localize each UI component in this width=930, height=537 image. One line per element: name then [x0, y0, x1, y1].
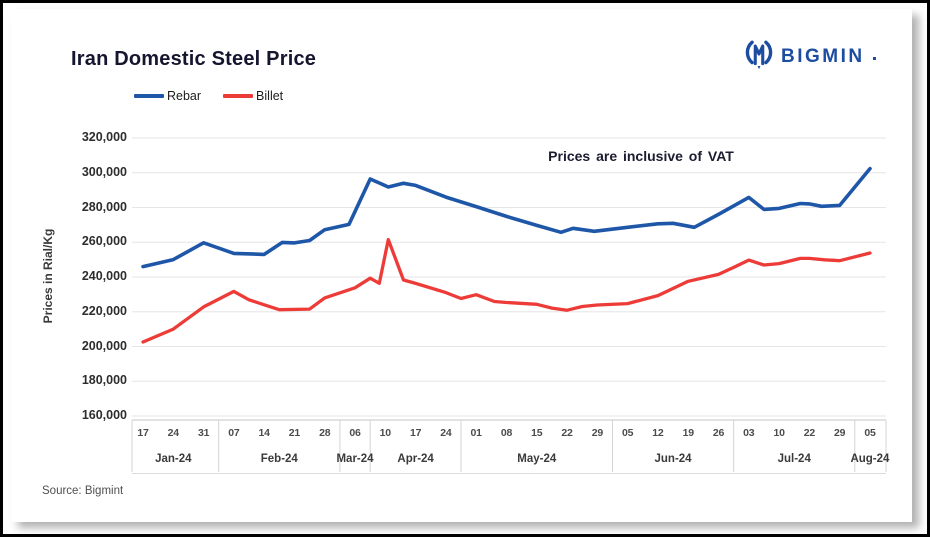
x-month-label: Jan-24 [155, 453, 192, 465]
x-day-label: 24 [440, 427, 452, 439]
x-day-label: 03 [743, 427, 755, 439]
legend-item-rebar: Rebar [134, 89, 201, 103]
x-day-label: 21 [288, 427, 301, 439]
rebar-line [141, 166, 872, 269]
x-day-label: 31 [197, 427, 210, 439]
x-month-label: Apr-24 [397, 453, 434, 465]
page-title: Iran Domestic Steel Price [71, 48, 317, 70]
rebar-label: Rebar [167, 89, 202, 103]
y-tick-label: 200,000 [81, 338, 127, 353]
x-day-label: 06 [349, 427, 361, 439]
x-day-label: 17 [409, 427, 422, 439]
x-day-label: 22 [561, 427, 573, 439]
y-axis-title: Prices in Rial/Kg [41, 228, 55, 324]
source-note: Source: Bigmint [42, 485, 124, 497]
x-day-label: 10 [773, 427, 785, 439]
x-day-label: 05 [864, 427, 876, 439]
x-day-label: 26 [712, 427, 725, 439]
gridlines [132, 137, 886, 474]
x-day-label: 22 [803, 427, 816, 439]
y-tick-label: 180,000 [81, 373, 127, 388]
y-tick-label: 280,000 [81, 199, 127, 214]
brand-logo: BIGMIN [744, 38, 876, 75]
x-month-label: Aug-24 [850, 453, 890, 465]
trademark-dot [872, 56, 876, 60]
x-month-label: May-24 [517, 453, 557, 465]
legend-item-billet: Billet [223, 89, 283, 103]
billet-label: Billet [256, 89, 284, 103]
x-day-label: 08 [500, 427, 513, 439]
y-tick-label: 300,000 [81, 164, 127, 179]
x-day-label: 07 [228, 427, 240, 439]
x-day-label: 14 [258, 427, 270, 439]
billet-line [141, 237, 872, 344]
x-day-label: 19 [682, 427, 694, 439]
y-tick-label: 320,000 [81, 130, 127, 144]
month-separators [131, 420, 887, 472]
vat-annotation: Prices are inclusive of VAT [548, 148, 734, 164]
y-tick-label: 160,000 [81, 408, 127, 422]
x-day-label: 24 [167, 427, 179, 439]
x-month-label: Mar-24 [336, 453, 374, 465]
bigmin-logo-text: BIGMIN [781, 45, 865, 67]
x-day-label: 28 [319, 427, 331, 439]
y-tick-label: 220,000 [81, 303, 127, 318]
x-day-label: 05 [621, 427, 634, 439]
x-day-label: 15 [531, 427, 543, 439]
billet-swatch [223, 94, 254, 98]
x-month-label: Jun-24 [654, 453, 692, 465]
rebar-swatch [134, 94, 164, 98]
bigmin-logo-icon [744, 38, 774, 75]
x-day-label: 29 [834, 427, 846, 439]
x-month-label: Feb-24 [260, 453, 298, 465]
legend: Rebar Billet [134, 89, 283, 103]
x-day-label: 01 [470, 427, 482, 439]
x-day-label: 29 [591, 427, 603, 439]
x-month-label: Jul-24 [777, 453, 811, 465]
series-lines [141, 166, 872, 344]
x-day-label: 10 [379, 427, 391, 439]
x-day-label: 17 [137, 427, 149, 439]
y-tick-label: 260,000 [81, 234, 127, 249]
x-day-label: 12 [652, 427, 664, 439]
y-tick-label: 240,000 [81, 269, 127, 283]
